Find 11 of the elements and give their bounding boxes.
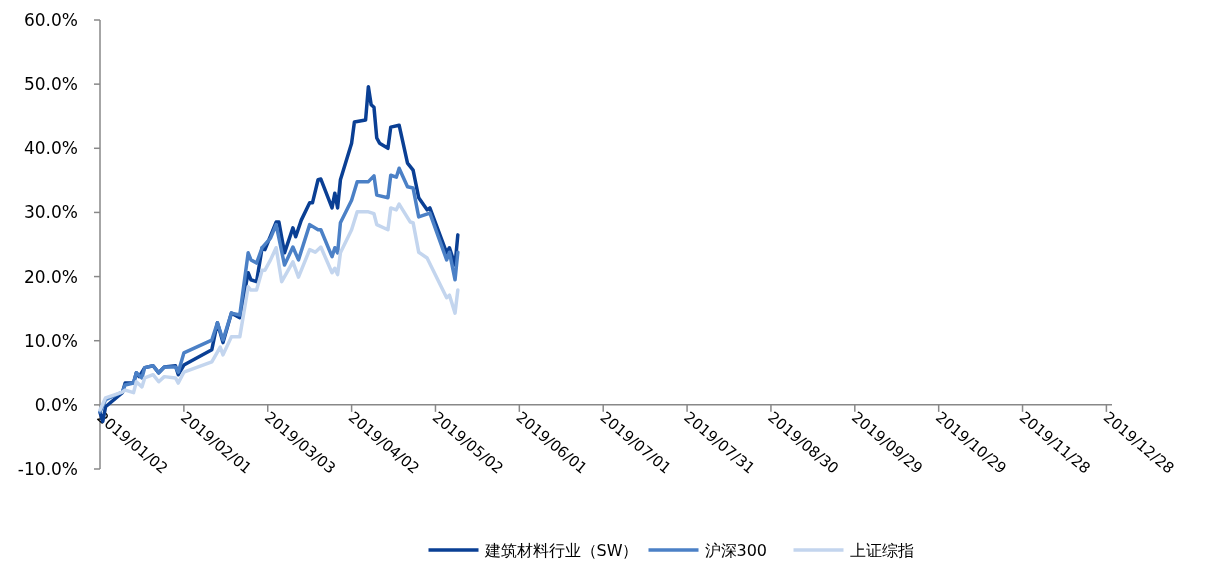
y-tick-label: 30.0% xyxy=(23,202,78,223)
legend-label: 建筑材料行业（SW） xyxy=(483,541,639,560)
y-tick-label: -10.0% xyxy=(17,459,78,479)
y-tick-label: 40.0% xyxy=(23,138,78,159)
y-tick-label: 60.0% xyxy=(23,10,78,30)
legend-label: 沪深300 xyxy=(704,541,768,560)
y-tick-label: 0.0% xyxy=(34,394,78,415)
legend-label: 上证综指 xyxy=(849,541,914,560)
y-tick-label: 10.0% xyxy=(23,330,78,351)
y-tick-label: 50.0% xyxy=(23,74,78,95)
y-tick-label: 20.0% xyxy=(23,266,78,287)
